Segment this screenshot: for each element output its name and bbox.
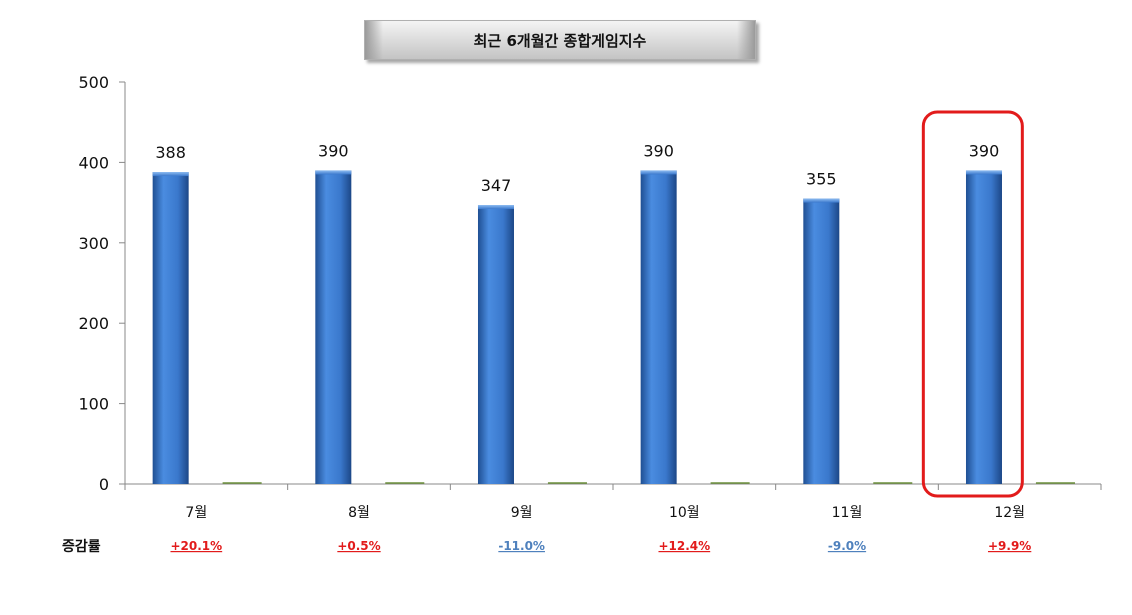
change-rate-value: +0.5% [337,539,380,553]
x-tick-label: 11월 [832,505,863,521]
x-tick-label: 10월 [669,505,700,521]
data-label: 390 [643,141,674,160]
x-tick-label: 12월 [994,505,1025,521]
bar-cap [965,170,1002,175]
labels-group: 0 100 200 300 400 500 388 7월 +20.1% 390 8월 +0.5% 347… [78,73,1031,553]
change-rate-value: -9.0% [828,539,866,553]
y-tick-label: 400 [78,153,109,172]
bar-cap [477,205,514,210]
x-tick-label: 9월 [511,505,533,521]
bar-body [640,170,677,484]
change-rate-value: +20.1% [170,539,222,553]
x-tick-label: 7월 [185,505,207,521]
bar-body [315,170,352,484]
bar [477,205,587,484]
bar [965,170,1075,484]
bar-body [477,205,514,484]
change-rate-heading: 증감률 [62,539,101,555]
y-tick-label: 100 [78,395,109,414]
data-label: 355 [806,170,837,189]
chart-title: 최근 6개월간 종합게임지수 [364,20,756,60]
change-rate-value: -11.0% [498,539,545,553]
data-label: 390 [318,141,349,160]
y-tick-label: 500 [78,73,109,92]
y-tick-label: 200 [78,314,109,333]
bar-cap [315,170,352,175]
data-label: 388 [155,143,186,162]
bar-cap [803,198,840,203]
change-rate-value: +12.4% [658,539,710,553]
x-tick-label: 8월 [348,505,370,521]
change-rate-value: +9.9% [988,539,1031,553]
bar-cap [640,170,677,175]
chart-axes [119,81,1102,490]
bar-body [152,172,189,484]
y-tick-label: 300 [78,234,109,253]
bars-group [152,170,1075,484]
bar [315,170,425,484]
bar-cap [152,172,189,177]
bar [803,198,913,484]
bar-body [803,198,840,484]
data-label: 347 [481,176,512,195]
data-label: 390 [969,141,1000,160]
highlight-box [921,110,1024,498]
bar [152,172,262,484]
y-tick-label: 0 [99,475,109,494]
bar [640,170,750,484]
bar-body [965,170,1002,484]
